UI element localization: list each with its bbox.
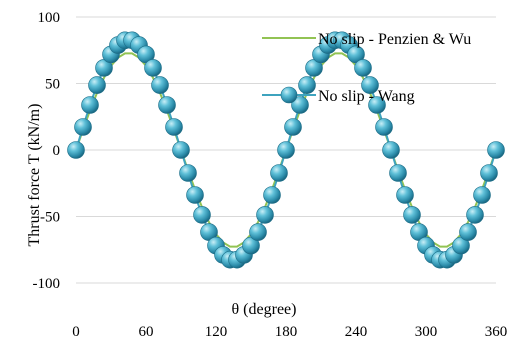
data-point: [480, 164, 498, 182]
data-point: [193, 206, 211, 224]
data-point: [466, 206, 484, 224]
data-point: [361, 76, 379, 94]
x-tick-labels: 0 60 120 180 240 300 360: [72, 324, 507, 340]
data-point: [291, 96, 309, 114]
y-tick-label: 100: [38, 10, 61, 26]
data-point: [263, 186, 281, 204]
x-tick-label: 360: [485, 324, 508, 340]
y-axis-title: Thrust force T (kN/m): [26, 104, 43, 247]
data-point: [88, 76, 106, 94]
data-point: [144, 59, 162, 77]
legend-label-penzien-wu: No slip - Penzien & Wu: [318, 31, 471, 48]
data-point: [270, 164, 288, 182]
x-tick-label: 120: [205, 324, 228, 340]
legend-label-wang: No slip - Wang: [318, 88, 415, 105]
x-tick-label: 240: [345, 324, 368, 340]
data-point: [368, 96, 386, 114]
x-tick-label: 60: [139, 324, 154, 340]
data-point: [473, 186, 491, 204]
legend: No slip - Penzien & Wu No slip - Wang: [262, 31, 471, 105]
x-tick-label: 0: [72, 324, 80, 340]
x-tick-label: 300: [415, 324, 438, 340]
plot-series: [67, 31, 505, 269]
x-tick-label: 180: [275, 324, 298, 340]
y-tick-label: 0: [53, 143, 61, 159]
data-point: [382, 141, 400, 159]
data-point: [389, 164, 407, 182]
data-point: [172, 141, 190, 159]
data-point: [249, 223, 267, 241]
x-axis-title: θ (degree): [232, 301, 297, 318]
data-point: [81, 96, 99, 114]
data-point: [256, 206, 274, 224]
data-point: [151, 76, 169, 94]
data-point: [186, 186, 204, 204]
data-point: [354, 59, 372, 77]
data-point: [67, 141, 85, 159]
y-tick-labels: 100 50 0 -50 -100: [33, 10, 61, 292]
data-point: [74, 118, 92, 136]
data-point: [459, 223, 477, 241]
data-point: [375, 118, 393, 136]
data-point: [284, 118, 302, 136]
legend-marker-wang: [280, 86, 298, 104]
y-tick-label: -50: [40, 210, 60, 226]
data-point: [487, 141, 505, 159]
data-point: [158, 96, 176, 114]
data-point: [403, 206, 421, 224]
data-point: [165, 118, 183, 136]
data-point: [179, 164, 197, 182]
data-point: [298, 76, 316, 94]
data-point: [396, 186, 414, 204]
data-point: [277, 141, 295, 159]
y-tick-label: -100: [33, 276, 61, 292]
y-tick-label: 50: [45, 77, 60, 93]
series-2: [67, 31, 505, 269]
